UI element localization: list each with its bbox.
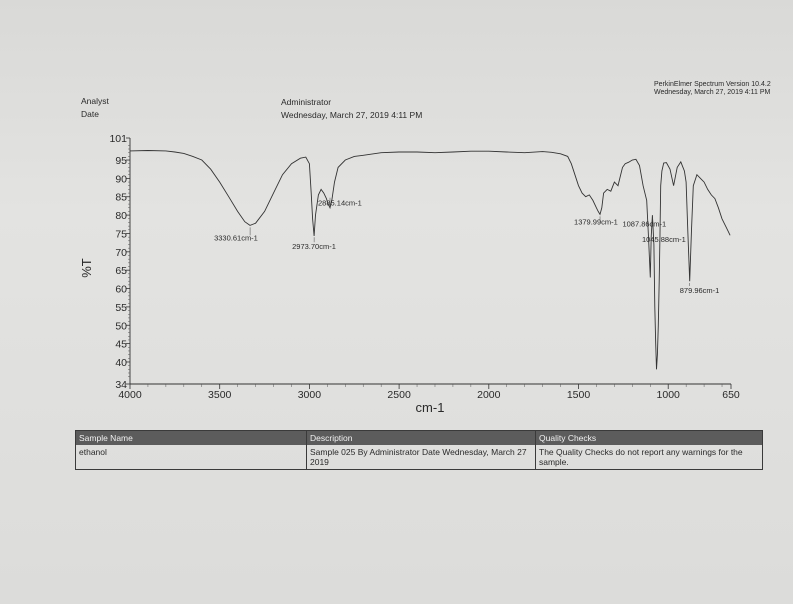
y-tick-label: 70 (115, 247, 127, 259)
peak-label: 1087.86cm-1 (622, 220, 666, 229)
peak-label: 2973.70cm-1 (292, 242, 336, 251)
x-ticks: 4000 3500 3000 2500 2000 1500 1000 650 (118, 384, 740, 401)
quality-header: Quality Checks (536, 431, 762, 445)
y-tick-label: 55 (115, 302, 127, 314)
analyst-value: Administrator (281, 97, 332, 107)
x-tick-label: 1500 (567, 389, 591, 401)
quality-cell: The Quality Checks do not report any war… (539, 447, 743, 467)
y-tick-label: 45 (115, 339, 127, 351)
x-tick-label: 3000 (298, 389, 322, 401)
x-tick-label: 4000 (118, 389, 142, 401)
x-tick-label: 2500 (387, 389, 411, 401)
peak-label: 1045.88cm-1 (642, 235, 686, 244)
date-label: Date (81, 109, 99, 119)
y-ticks: 101 95 90 85 80 75 70 65 60 55 50 45 40 34 (109, 133, 130, 391)
description-header: Description (307, 431, 536, 445)
y-axis-label: %T (79, 258, 94, 278)
y-tick-label: 95 (115, 155, 127, 167)
x-axis-label: cm-1 (416, 400, 445, 415)
sample-name-cell: ethanol (76, 445, 307, 470)
software-version: PerkinElmer Spectrum Version 10.4.2 (654, 81, 771, 88)
sample-name-header: Sample Name (76, 431, 307, 445)
description-cell: Sample 025 By Administrator Date Wednesd… (307, 445, 536, 470)
y-tick-label: 50 (115, 320, 127, 332)
analyst-label: Analyst (81, 96, 109, 106)
peak-label: 3330.61cm-1 (214, 233, 258, 242)
spectrum-line (129, 150, 731, 370)
date-value: Wednesday, March 27, 2019 4:11 PM (281, 110, 423, 120)
peak-label: 1379.99cm-1 (574, 217, 618, 226)
y-tick-label: 65 (115, 265, 127, 277)
y-tick-label: 60 (115, 284, 127, 296)
peak-label: 2885.14cm-1 (318, 199, 362, 208)
x-tick-label: 1000 (657, 389, 681, 401)
peak-annotations: 3330.61cm-1 2973.70cm-1 2885.14cm-1 1379.99… (214, 197, 720, 295)
x-tick-label: 650 (722, 389, 740, 401)
x-tick-label: 2000 (477, 389, 501, 401)
y-tick-label: 80 (115, 210, 127, 222)
sample-table: Sample Name Description Quality Checks e… (75, 430, 763, 470)
x-tick-label: 3500 (208, 389, 232, 401)
y-tick-label: 34 (115, 379, 127, 391)
peak-label: 879.96cm-1 (680, 286, 720, 295)
y-tick-label: 75 (115, 228, 127, 240)
printed-date: Wednesday, March 27, 2019 4:11 PM (654, 89, 771, 96)
y-tick-label: 85 (115, 192, 127, 204)
y-tick-label: 101 (109, 133, 127, 145)
y-tick-label: 40 (115, 357, 127, 369)
chart-axes (129, 138, 731, 385)
y-tick-label: 90 (115, 173, 127, 185)
